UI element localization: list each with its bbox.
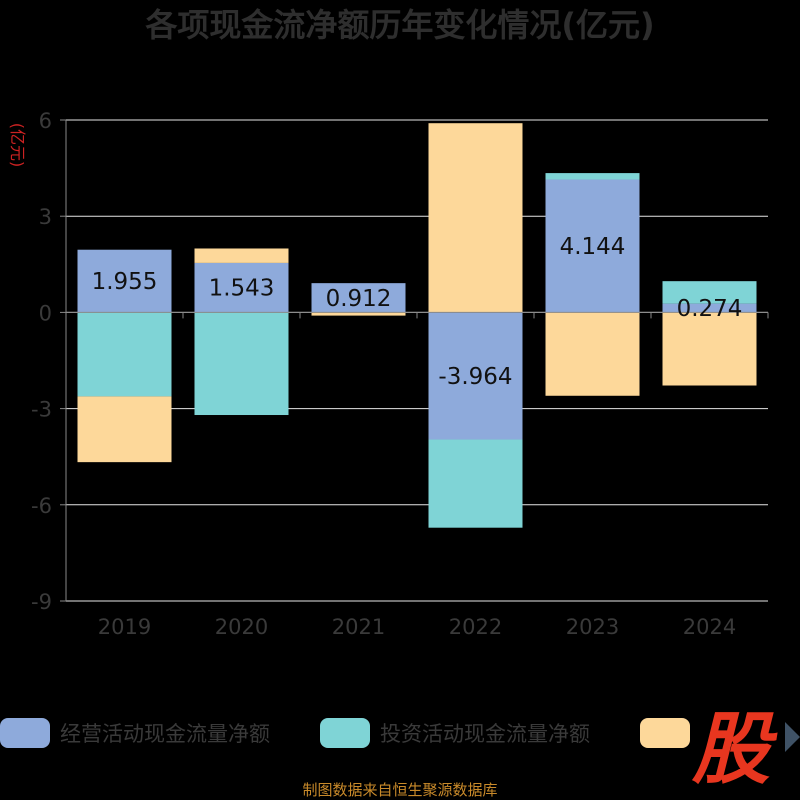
data-label-2022: -3.964 [438,364,512,390]
bar-2024-series-2 [662,312,757,386]
source-note: 制图数据来自恒生聚源数据库 [302,781,497,799]
y-tick-label: 0 [39,301,52,325]
x-tick-label: 2021 [332,615,385,639]
bar-2020-series-1 [194,312,289,416]
y-tick-label: 3 [39,205,52,229]
legend-swatch-1[interactable] [320,718,370,748]
bar-2023-series-0 [545,179,640,313]
next-arrow-icon[interactable] [785,722,800,752]
bar-2022-series-1 [428,439,523,528]
brand-text: 股 [691,705,778,795]
bars-layer [77,123,757,528]
legend-label-1[interactable]: 投资活动现金流量净额 [380,722,590,746]
legend-label-0[interactable]: 经营活动现金流量净额 [60,722,270,746]
data-label-2021: 0.912 [326,286,392,312]
bar-2022-series-0 [428,312,523,440]
data-label-2020: 1.543 [209,276,275,302]
bar-2019-series-2 [77,396,172,463]
bar-2020-series-2 [194,248,289,263]
x-tick-label: 2022 [449,615,502,639]
axes-layer: 6 3 0 -3 -6 -9 2019 2020 2021 2022 2023 2024 [31,109,769,639]
bar-2023-series-2 [545,312,640,396]
data-label-2023: 4.144 [560,234,626,260]
x-tick-label: 2020 [215,615,268,639]
data-labels-layer: 1.955 1.543 0.912 -3.964 4.144 0.274 [92,234,743,390]
bar-2021-series-2 [311,312,406,316]
bar-2024-series-1 [662,281,757,304]
legend-swatch-0[interactable] [0,718,50,748]
bar-2019-series-0 [77,249,172,313]
legend-swatch-2[interactable] [640,718,690,748]
legend[interactable]: 经营活动现金流量净额 投资活动现金流量净额 [0,718,690,748]
y-tick-label: -3 [31,398,52,422]
y-tick-label: 6 [39,109,52,133]
data-label-2019: 1.955 [92,269,158,295]
bar-2024-series-0 [662,303,757,313]
bar-2023-series-1 [545,173,640,180]
x-tick-label: 2023 [566,615,619,639]
data-label-2024: 0.274 [677,296,743,322]
bar-2019-series-1 [77,312,172,397]
bar-2020-series-0 [194,262,289,313]
brand-logo: 股 [691,705,800,795]
chart-title: 各项现金流净额历年变化情况(亿元) [145,6,654,44]
y-axis-label: (亿元) [8,123,27,168]
y-tick-label: -6 [31,494,52,518]
x-tick-label: 2024 [683,615,736,639]
y-tick-label: -9 [31,590,52,614]
x-tick-label: 2019 [98,615,151,639]
bar-2022-series-2 [428,123,523,313]
bar-2021-series-0 [311,283,406,313]
